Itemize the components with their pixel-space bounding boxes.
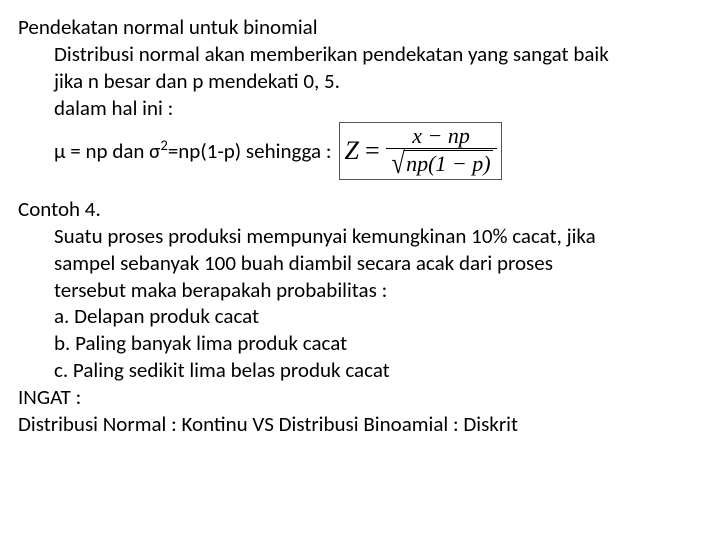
section1-line2: jika n besar dan p mendekati 0, 5. <box>18 68 702 95</box>
section1-line4-row: μ = np dan σ2=np(1-p) sehingga : Z = x −… <box>18 122 702 180</box>
formula-fraction: x − np √ np(1 − p) <box>386 124 497 178</box>
formula-numerator: x − np <box>408 124 474 148</box>
mu-np-text: μ = np dan σ <box>54 138 160 164</box>
section1-line4-text: μ = np dan σ2=np(1-p) sehingga : <box>54 136 331 165</box>
footer-line: Distribusi Normal : Kontinu VS Distribus… <box>18 411 702 438</box>
formula-eq: = <box>365 134 380 167</box>
section1-line1: Distribusi normal akan memberikan pendek… <box>18 41 702 68</box>
section2-line1: Suatu proses produksi mempunyai kemungki… <box>18 223 702 250</box>
section2-title: Contoh 4. <box>18 196 702 223</box>
item-c: c. Paling sedikit lima belas produk caca… <box>18 357 702 384</box>
sqrt-sign-icon: √ <box>391 150 404 177</box>
formula-Z: Z <box>344 134 358 167</box>
item-b: b. Paling banyak lima produk cacat <box>18 330 702 357</box>
item-a: a. Delapan produk cacat <box>18 303 702 330</box>
z-formula: Z = x − np √ np(1 − p) <box>339 122 501 180</box>
sigma-suffix: =np(1-p) sehingga : <box>168 138 332 164</box>
spacer <box>18 180 702 196</box>
section1-line3: dalam hal ini : <box>18 95 702 122</box>
sqrt-wrapper: √ np(1 − p) <box>390 150 493 177</box>
section1-title: Pendekatan normal untuk binomial <box>18 14 702 41</box>
sqrt-body: np(1 − p) <box>404 150 493 177</box>
section2-line2: sampel sebanyak 100 buah diambil secara … <box>18 250 702 277</box>
section2-line3: tersebut maka berapakah probabilitas : <box>18 277 702 304</box>
footer-ingat: INGAT : <box>18 384 702 411</box>
formula-denominator: √ np(1 − p) <box>386 148 497 178</box>
